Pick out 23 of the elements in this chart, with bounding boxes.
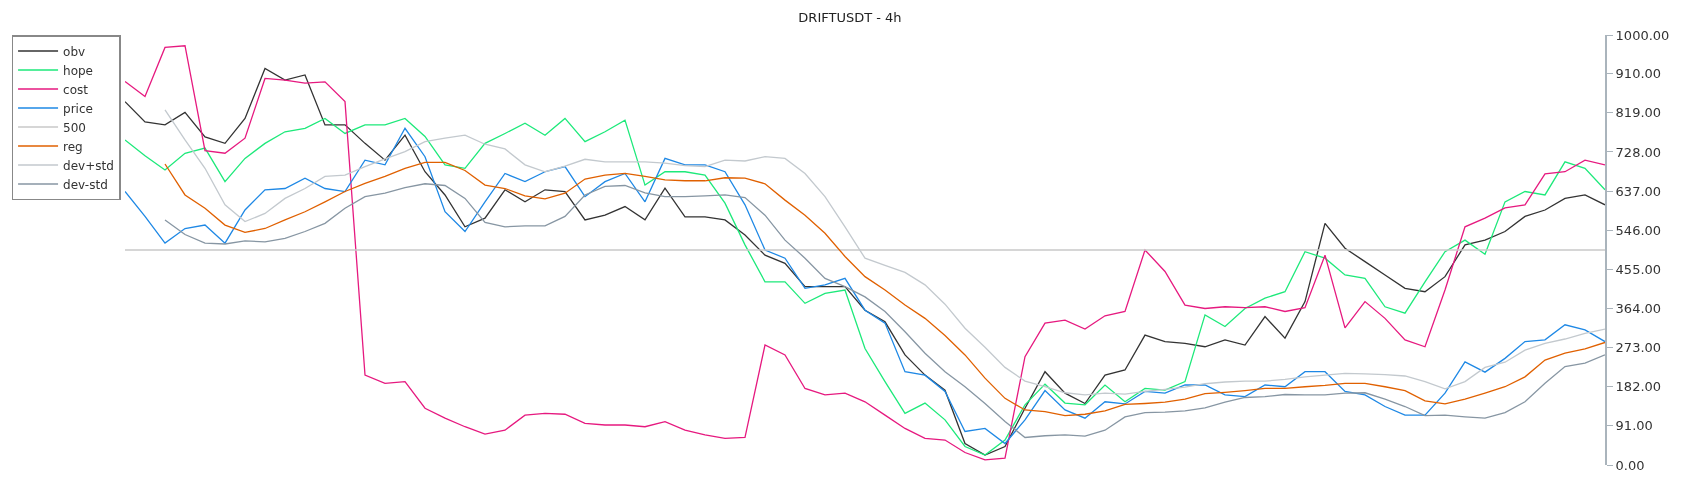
y-tick-label: 273.00 (1615, 340, 1662, 356)
legend-label: dev-std (63, 177, 108, 192)
y-tick-label: 364.00 (1615, 301, 1662, 317)
y-tick-label: 910.00 (1615, 66, 1662, 82)
legend-label: obv (63, 44, 86, 59)
y-tick-label: 0.00 (1615, 457, 1645, 473)
y-tick-label: 728.00 (1615, 144, 1662, 160)
legend-label: price (63, 101, 93, 116)
line-series (164, 161, 1605, 417)
y-tick-label: 819.00 (1615, 105, 1662, 121)
y-tick-label: 455.00 (1615, 261, 1662, 277)
chart-title: DRIFTUSDT - 4h (798, 9, 902, 25)
legend-label: dev+std (63, 158, 114, 173)
y-tick-label: 182.00 (1615, 379, 1662, 395)
line-series (164, 183, 1605, 439)
legend-label: 500 (63, 120, 86, 135)
y-tick-label: 91.00 (1615, 418, 1653, 434)
y-tick-label: 546.00 (1615, 222, 1662, 238)
y-tick-label: 1000.00 (1615, 27, 1670, 43)
y-tick-label: 637.00 (1615, 183, 1662, 199)
legend-label: hope (63, 63, 94, 78)
legend-label: cost (63, 82, 89, 97)
legend-label: reg (63, 139, 83, 154)
